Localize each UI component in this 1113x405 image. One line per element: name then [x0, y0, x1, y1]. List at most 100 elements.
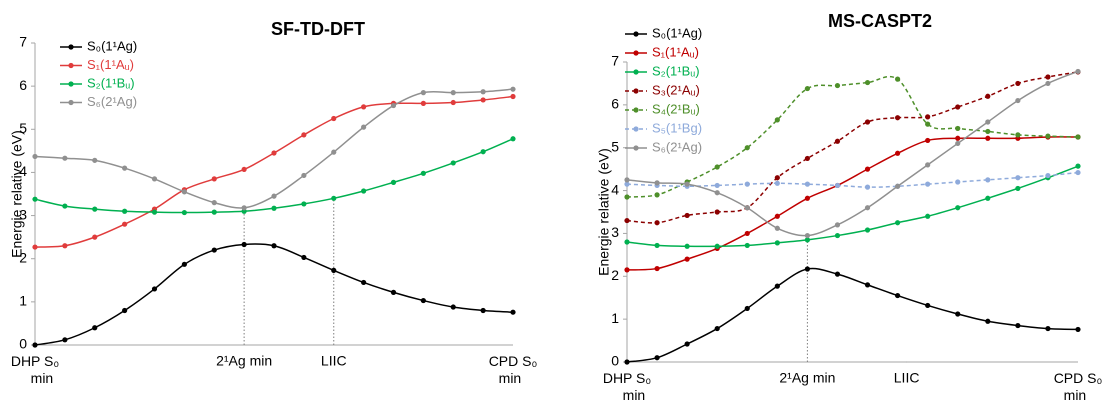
data-point	[834, 232, 841, 239]
y-tick-label: 3	[611, 224, 619, 240]
data-point	[654, 355, 660, 361]
data-point	[92, 157, 98, 163]
data-point	[834, 138, 841, 144]
data-point	[955, 311, 961, 317]
legend-item: S₂(1¹Bᵤ)	[60, 75, 135, 90]
legend-marker	[68, 99, 74, 106]
data-point	[985, 195, 991, 201]
data-point	[361, 104, 367, 110]
data-point	[624, 267, 630, 273]
data-point	[925, 137, 931, 144]
data-point	[480, 89, 486, 95]
x-tick-label: CPD S₀ min	[489, 353, 538, 386]
legend-item: S₅(1¹Bg)	[625, 120, 702, 135]
data-point	[92, 234, 98, 240]
data-point	[955, 140, 961, 147]
data-point	[32, 244, 38, 250]
y-tick-label: 7	[19, 34, 27, 50]
series-line	[626, 75, 1079, 198]
data-point	[925, 213, 931, 219]
data-point	[420, 90, 426, 96]
data-point	[714, 243, 720, 249]
data-point	[774, 240, 780, 246]
series-line	[626, 136, 1079, 271]
legend-item: S₁(1¹Aᵤ)	[625, 44, 699, 59]
legend-marker	[633, 31, 639, 37]
y-tick-label: 5	[611, 138, 619, 154]
series-line	[626, 70, 1079, 237]
legend-marker	[633, 126, 639, 132]
data-point	[985, 93, 991, 99]
data-point	[271, 205, 277, 211]
data-point	[122, 307, 128, 314]
legend-label: S₆(2¹Ag)	[652, 139, 702, 154]
data-point	[510, 309, 516, 315]
data-point	[450, 90, 456, 96]
data-point	[864, 166, 871, 172]
y-axis-label: Energie relative (eV)	[596, 148, 612, 276]
data-point	[1045, 80, 1051, 87]
data-point	[241, 205, 247, 211]
data-point	[834, 182, 841, 189]
data-point	[211, 209, 217, 215]
data-point	[624, 217, 630, 224]
data-point	[122, 165, 128, 171]
data-point	[122, 208, 128, 214]
data-point	[774, 117, 780, 123]
data-point	[181, 209, 187, 216]
data-point	[985, 119, 991, 125]
data-point	[241, 241, 247, 248]
data-point	[684, 212, 690, 219]
data-point	[450, 99, 456, 106]
series-line	[626, 267, 1079, 363]
y-tick-label: 2	[19, 249, 27, 265]
y-tick-label: 7	[611, 53, 619, 69]
y-axis-label: Energie relative (eV)	[9, 130, 25, 258]
legend-marker	[68, 81, 74, 87]
data-point	[895, 292, 901, 299]
data-point	[1075, 163, 1081, 169]
data-point	[804, 195, 811, 201]
data-point	[955, 125, 961, 132]
data-point	[804, 237, 811, 243]
y-tick-label: 3	[19, 206, 27, 222]
data-point	[1075, 169, 1081, 176]
data-point	[420, 297, 426, 304]
data-point	[301, 201, 307, 207]
data-point	[450, 160, 456, 166]
data-point	[271, 193, 277, 199]
data-point	[624, 194, 630, 200]
data-point	[510, 86, 516, 92]
y-tick-label: 6	[19, 77, 27, 93]
x-tick-label: LIIC	[894, 370, 920, 386]
data-point	[834, 271, 841, 277]
x-tick-label: LIIC	[321, 353, 347, 369]
data-point	[510, 136, 516, 142]
data-point	[420, 100, 426, 106]
data-point	[895, 220, 901, 226]
legend-item: S₀(1¹Ag)	[625, 25, 702, 40]
data-point	[714, 325, 720, 332]
data-point	[925, 121, 931, 127]
data-point	[32, 342, 38, 348]
data-point	[62, 337, 68, 343]
data-point	[654, 192, 660, 198]
data-point	[480, 149, 486, 155]
x-tick-label: DHP S₀ min	[11, 353, 60, 386]
data-point	[864, 227, 871, 233]
data-point	[271, 150, 277, 156]
data-point	[864, 282, 871, 288]
data-point	[744, 205, 750, 211]
chart-panel: SF-TD-DFT Energie relative (eV) 0 1 2 3 4 5 6 7 DH…	[9, 19, 538, 386]
data-point	[744, 230, 750, 237]
legend-item: S₆(2¹Ag)	[625, 139, 702, 154]
legend-label: S₀(1¹Ag)	[87, 38, 137, 53]
data-point	[774, 175, 780, 181]
data-point	[895, 183, 901, 189]
data-point	[32, 196, 38, 202]
data-point	[925, 302, 931, 309]
data-point	[301, 254, 307, 261]
legend-item: S₆(2¹Ag)	[60, 94, 137, 109]
data-point	[32, 153, 38, 160]
data-point	[62, 203, 68, 209]
